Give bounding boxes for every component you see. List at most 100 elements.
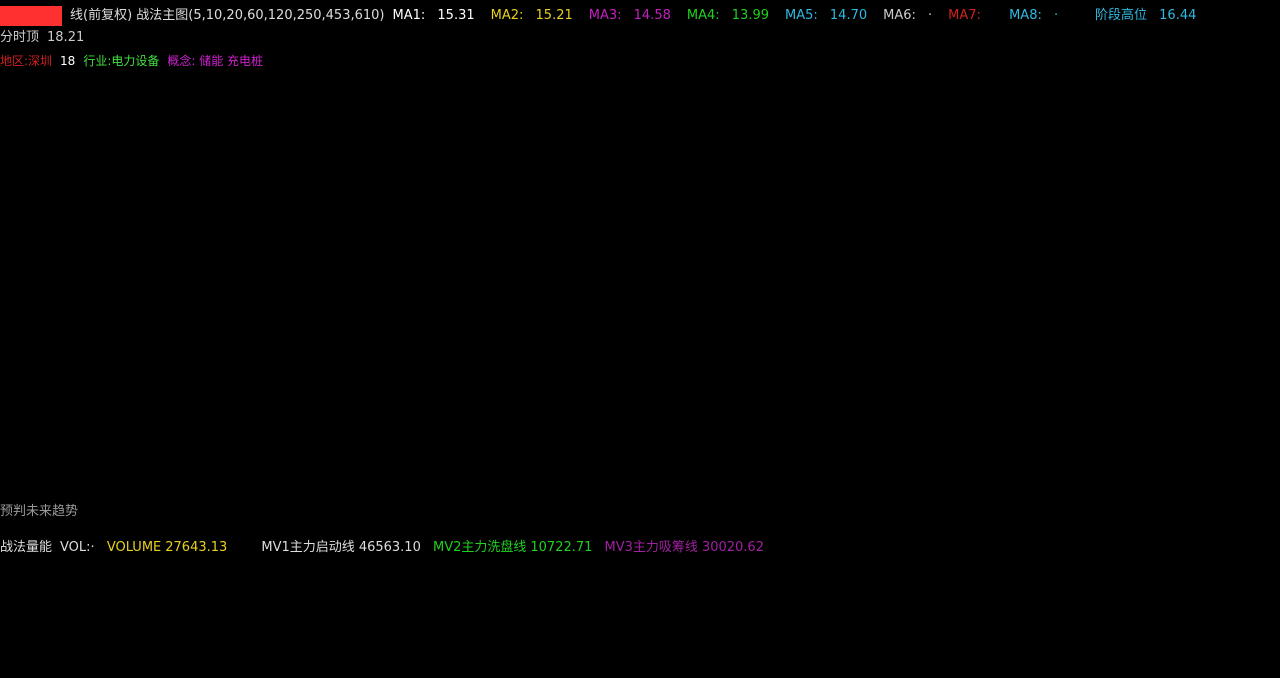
info-price: 18 xyxy=(60,54,76,68)
candle-down xyxy=(519,231,530,251)
volume-bar xyxy=(243,612,254,678)
candle-up xyxy=(183,160,196,181)
candle-down xyxy=(204,161,214,200)
volume-bar xyxy=(558,656,569,678)
candle-up xyxy=(538,236,550,252)
mv2-label: MV2主力洗盘线 xyxy=(432,540,527,555)
volume-bar xyxy=(105,568,116,678)
ma-value: · xyxy=(1053,8,1059,23)
volume-bar xyxy=(696,656,707,678)
volume-ma40-line xyxy=(11,592,1254,653)
ma-value: · xyxy=(928,8,933,23)
candle-down xyxy=(164,161,175,181)
label-1: 1 xyxy=(1062,409,1075,433)
ma-value: 15.31 xyxy=(437,8,475,23)
volume-bar xyxy=(1051,645,1062,678)
volume-bar xyxy=(341,641,352,678)
candle-down xyxy=(1228,141,1239,213)
volume-bar xyxy=(361,637,372,678)
candle-up xyxy=(65,329,77,354)
info-concept: 概念: 储能 充电桩 xyxy=(167,54,264,68)
volume-bar xyxy=(932,657,943,678)
candle-up xyxy=(6,364,18,373)
ma-readout-3: MA3: 14.58 xyxy=(589,8,679,23)
volume-bar xyxy=(401,641,411,678)
volume-bar xyxy=(1129,645,1140,678)
candle-up xyxy=(1089,370,1102,392)
intraday-top: 分时顶 18.21 xyxy=(0,26,92,45)
candle-up xyxy=(104,153,117,290)
candle-down xyxy=(814,365,825,379)
mv2-value: 10722.71 xyxy=(530,540,593,555)
candle-up xyxy=(1030,460,1043,494)
arrow-1 xyxy=(973,321,1110,501)
volume-bar xyxy=(795,651,805,678)
volume-bar xyxy=(46,590,57,678)
volume-bar xyxy=(1208,561,1219,678)
volume-bar xyxy=(1011,648,1022,678)
intraday-value: 18.21 xyxy=(47,30,85,45)
candle-up xyxy=(45,351,58,376)
candle-down xyxy=(873,409,884,430)
volume-bar xyxy=(184,626,195,678)
candle-up xyxy=(419,211,432,226)
volume-bar xyxy=(1189,575,1199,678)
arrow-2 xyxy=(1153,369,1158,416)
candle-down xyxy=(834,378,845,404)
info-region: 地区:深圳 xyxy=(0,54,53,68)
volume-bar xyxy=(460,656,471,678)
volume-bar xyxy=(992,641,1002,678)
label-2: 2 xyxy=(1147,433,1160,457)
ma-value: 14.70 xyxy=(829,8,868,23)
volume-bar xyxy=(440,651,451,678)
volume-bar xyxy=(1070,641,1081,678)
volume-bar xyxy=(716,657,727,678)
candle-down xyxy=(144,116,155,162)
ma-value: 14.58 xyxy=(633,8,671,23)
arrow-top xyxy=(1178,104,1212,316)
gap-arrow xyxy=(686,317,739,426)
ma10-line xyxy=(11,162,1254,443)
volume-bar xyxy=(913,656,924,678)
volume-bar xyxy=(873,663,884,678)
arrow-3 xyxy=(1148,239,1174,351)
candle-up xyxy=(124,115,136,156)
volume-bar xyxy=(755,663,766,678)
candle-up xyxy=(360,243,373,252)
candle-down xyxy=(1011,480,1022,493)
candle-down xyxy=(1248,212,1259,283)
vol-label: VOL:· xyxy=(60,540,95,555)
volume-bar xyxy=(578,651,589,678)
stage-label: 阶段高位 xyxy=(1095,8,1148,23)
ma-readout-4: MA4: 13.99 xyxy=(687,8,777,23)
volume-bar xyxy=(814,654,825,678)
candle-down xyxy=(598,192,608,219)
candle-down xyxy=(460,180,471,219)
candle-down xyxy=(854,403,865,410)
volume-bar xyxy=(381,648,392,678)
volume-bar xyxy=(144,612,155,678)
vol-title: 战法量能 xyxy=(0,540,53,555)
ma-value: 15.21 xyxy=(535,8,573,23)
volume-bar xyxy=(204,634,214,678)
stage-value: 16.44 xyxy=(1159,8,1197,23)
candle-up xyxy=(1070,390,1082,424)
candle-up xyxy=(498,230,511,245)
ma5-line xyxy=(11,154,1254,461)
candle-up xyxy=(1168,294,1181,335)
volume-bar xyxy=(1031,651,1042,678)
mv1-value: 46563.10 xyxy=(358,540,421,555)
mv1-label: MV1主力启动线 xyxy=(261,540,355,555)
candle-up xyxy=(222,166,235,201)
candle-up xyxy=(932,409,944,418)
volume-bar xyxy=(676,651,687,678)
candle-down xyxy=(893,429,904,442)
low-label: 11.91 xyxy=(980,501,1014,515)
candle-down xyxy=(381,244,392,257)
volume-bar xyxy=(420,645,431,678)
volume-bar xyxy=(85,583,96,678)
candle-up xyxy=(1050,421,1062,462)
stage-high: 阶段高位 16.44 xyxy=(1095,4,1204,23)
candle-down xyxy=(322,269,333,276)
candle-down xyxy=(617,218,628,238)
